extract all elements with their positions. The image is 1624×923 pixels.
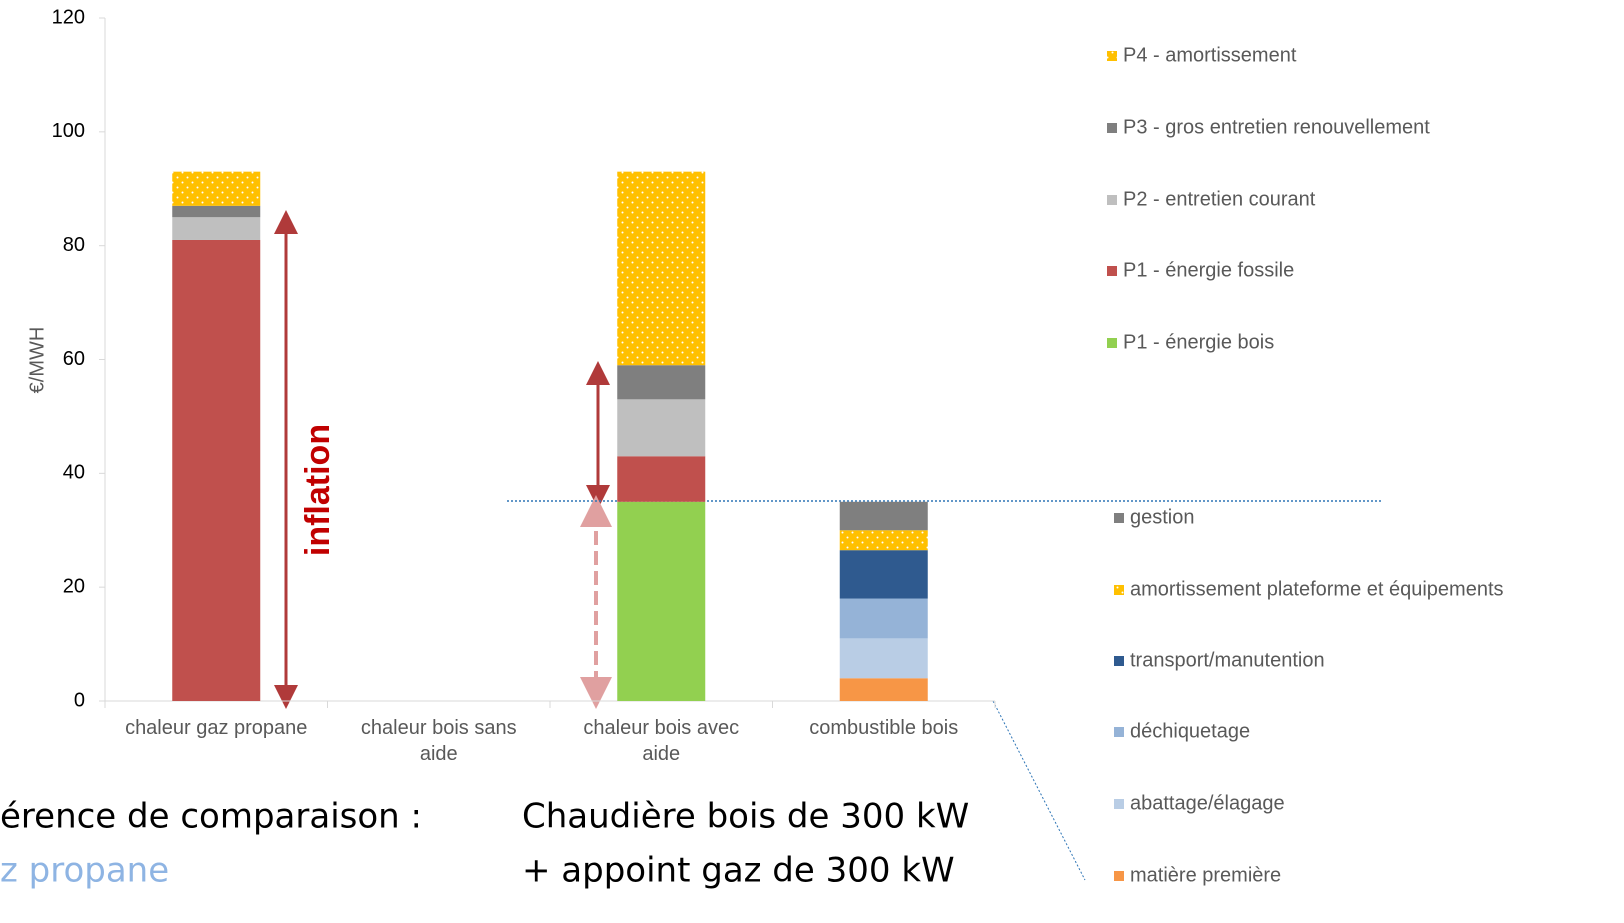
x-tick-label: chaleur bois sans aide bbox=[361, 717, 517, 765]
legend-swatch bbox=[1114, 513, 1124, 523]
x-tick-label: chaleur bois avec aide bbox=[583, 717, 739, 765]
legend-label: matière première bbox=[1130, 864, 1281, 886]
legend-swatch bbox=[1107, 195, 1117, 205]
bar-segment bbox=[839, 501, 928, 531]
annotation: inflation bbox=[299, 424, 337, 556]
bar-segment bbox=[839, 638, 928, 679]
annotation: z propane bbox=[0, 851, 169, 891]
bar-segment bbox=[172, 171, 261, 206]
annotation: érence de comparaison : bbox=[0, 797, 422, 837]
legend-swatch bbox=[1114, 727, 1124, 737]
legend-label: P3 - gros entretien renouvellement bbox=[1123, 116, 1430, 138]
bar-segment bbox=[172, 205, 261, 218]
bar-segment bbox=[839, 550, 928, 599]
legend-label: gestion bbox=[1130, 506, 1195, 528]
legend-label: P2 - entretien courant bbox=[1123, 188, 1316, 210]
y-tick-label: 80 bbox=[63, 234, 85, 256]
legend-label: transport/manutention bbox=[1130, 649, 1325, 671]
annotation: Chaudière bois de 300 kW bbox=[522, 797, 969, 837]
y-tick-label: 120 bbox=[52, 6, 85, 28]
legend-swatch bbox=[1114, 799, 1124, 809]
y-tick-label: 20 bbox=[63, 575, 85, 597]
bar-segment bbox=[172, 239, 261, 701]
legend-label: amortissement plateforme et équipements bbox=[1130, 578, 1504, 600]
connector bbox=[992, 700, 1086, 881]
legend-label: P4 - amortissement bbox=[1123, 44, 1297, 66]
legend-label: déchiquetage bbox=[1130, 720, 1250, 742]
x-tick-label: chaleur gaz propane bbox=[125, 717, 307, 739]
legend-label: P1 - énergie fossile bbox=[1123, 259, 1294, 281]
bar-segment bbox=[617, 365, 706, 400]
bar-segment bbox=[839, 530, 928, 551]
legend-swatch bbox=[1107, 266, 1117, 276]
y-tick-label: 100 bbox=[52, 120, 85, 142]
annotation: + appoint gaz de 300 kW bbox=[522, 851, 955, 891]
bar-segment bbox=[617, 399, 706, 457]
legend-swatch bbox=[1107, 123, 1117, 133]
y-tick-label: 0 bbox=[74, 689, 85, 711]
bar-segment bbox=[839, 678, 928, 701]
x-tick-label: combustible bois bbox=[809, 717, 958, 739]
legend-swatch bbox=[1114, 656, 1124, 666]
legend-swatch bbox=[1107, 338, 1117, 348]
legend-label: P1 - énergie bois bbox=[1123, 331, 1274, 353]
bar-segment bbox=[617, 456, 706, 502]
bar-segment bbox=[617, 171, 706, 366]
legend-swatch bbox=[1114, 585, 1124, 595]
legend-swatch bbox=[1114, 871, 1124, 881]
bar-segment bbox=[172, 217, 261, 240]
y-tick-label: 60 bbox=[63, 348, 85, 370]
legend-swatch bbox=[1107, 51, 1117, 61]
bar-segment bbox=[839, 598, 928, 639]
y-axis-label: €/MWH bbox=[26, 327, 48, 394]
bar-segment bbox=[617, 501, 706, 701]
legend-label: abattage/élagage bbox=[1130, 792, 1285, 814]
y-tick-label: 40 bbox=[63, 462, 85, 484]
